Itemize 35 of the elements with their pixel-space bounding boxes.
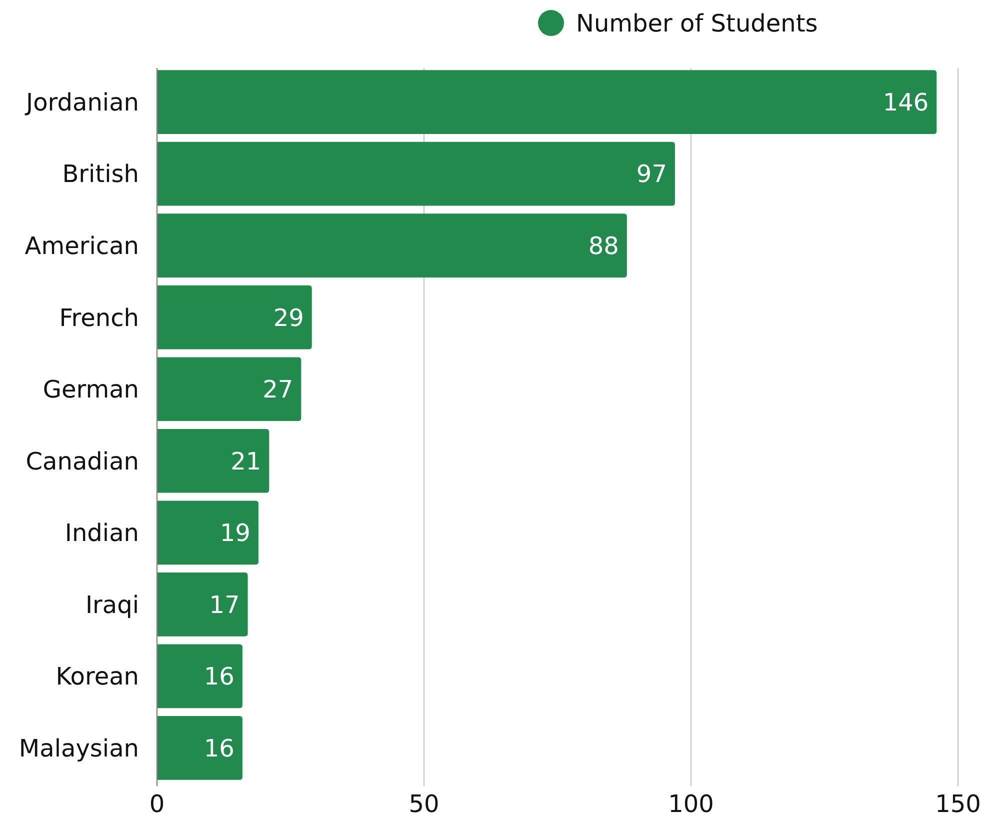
x-tick-label: 50 — [408, 790, 440, 818]
bar — [157, 716, 242, 780]
data-label: 16 — [204, 662, 234, 691]
y-tick-label: Malaysian — [18, 734, 139, 762]
x-tick-label: 100 — [668, 790, 714, 818]
bar — [157, 428, 270, 493]
x-tick-label: 0 — [149, 790, 165, 818]
y-tick-label: French — [59, 304, 139, 332]
data-label: 19 — [220, 519, 250, 548]
bar — [157, 500, 258, 565]
y-tick-label: Canadian — [26, 447, 139, 476]
bar — [157, 572, 248, 636]
bar — [157, 214, 627, 278]
bar — [157, 285, 312, 350]
data-label: 16 — [204, 734, 234, 762]
y-tick-label: American — [24, 232, 139, 260]
y-tick-label: British — [62, 160, 139, 188]
data-label: 88 — [588, 232, 619, 260]
data-label: 21 — [230, 447, 262, 476]
y-tick-label: Korean — [56, 662, 139, 691]
data-label: 146 — [882, 88, 929, 116]
y-tick-label: Indian — [64, 519, 139, 548]
x-tick-label: 150 — [935, 790, 981, 818]
data-label: 29 — [273, 304, 304, 332]
legend-label: Number of Students — [576, 9, 818, 38]
data-label: 17 — [209, 590, 240, 619]
y-tick-label: German — [42, 376, 139, 404]
data-label: 27 — [262, 376, 294, 404]
y-tick-label: Iraqi — [85, 590, 139, 619]
bar — [157, 644, 242, 708]
bar — [157, 142, 675, 206]
y-tick-label: Jordanian — [24, 88, 139, 116]
bar — [157, 357, 302, 422]
bar — [157, 70, 937, 134]
data-label: 97 — [636, 160, 667, 188]
